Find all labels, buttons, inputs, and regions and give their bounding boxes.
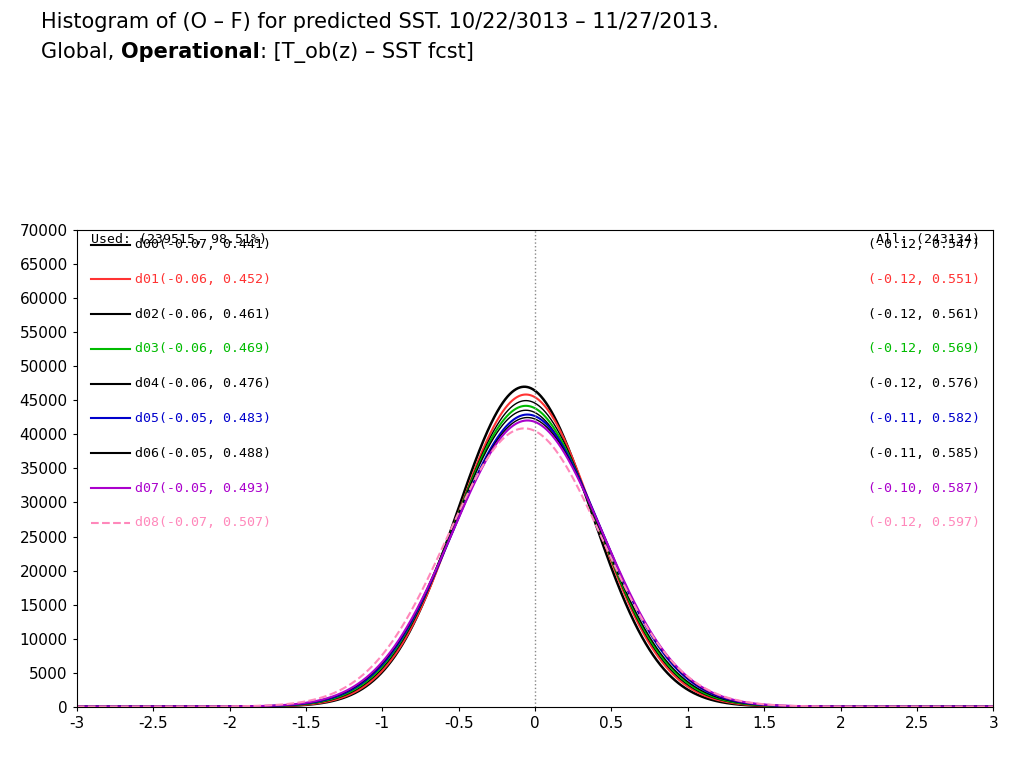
Text: d01(-0.06, 0.452): d01(-0.06, 0.452) [134,273,270,286]
Text: (-0.12, 0.576): (-0.12, 0.576) [867,377,980,390]
Text: (-0.12, 0.597): (-0.12, 0.597) [867,516,980,529]
Text: (-0.12, 0.561): (-0.12, 0.561) [867,308,980,321]
Text: Global,: Global, [41,42,121,62]
Text: d03(-0.06, 0.469): d03(-0.06, 0.469) [134,343,270,356]
Text: Histogram of (O – F) for predicted SST. 10/22/3013 – 11/27/2013.: Histogram of (O – F) for predicted SST. … [41,12,719,31]
Text: : [T_ob(z) – SST fcst]: : [T_ob(z) – SST fcst] [260,42,473,63]
Text: (-0.12, 0.547): (-0.12, 0.547) [867,238,980,251]
Text: All: (243134): All: (243134) [876,233,980,246]
Text: Used: (239515, 98.51%): Used: (239515, 98.51%) [90,233,266,246]
Text: d00(-0.07, 0.441): d00(-0.07, 0.441) [134,238,270,251]
Text: (-0.11, 0.585): (-0.11, 0.585) [867,447,980,460]
Text: d04(-0.06, 0.476): d04(-0.06, 0.476) [134,377,270,390]
Text: (-0.10, 0.587): (-0.10, 0.587) [867,482,980,495]
Text: Operational: Operational [121,42,260,62]
Text: (-0.12, 0.569): (-0.12, 0.569) [867,343,980,356]
Text: d08(-0.07, 0.507): d08(-0.07, 0.507) [134,516,270,529]
Text: (-0.11, 0.582): (-0.11, 0.582) [867,412,980,425]
Text: d07(-0.05, 0.493): d07(-0.05, 0.493) [134,482,270,495]
Text: (-0.12, 0.551): (-0.12, 0.551) [867,273,980,286]
Text: d02(-0.06, 0.461): d02(-0.06, 0.461) [134,308,270,321]
Text: d06(-0.05, 0.488): d06(-0.05, 0.488) [134,447,270,460]
Text: d05(-0.05, 0.483): d05(-0.05, 0.483) [134,412,270,425]
